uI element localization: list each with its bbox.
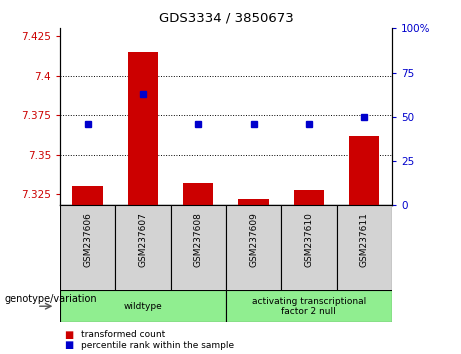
Text: GSM237606: GSM237606	[83, 212, 92, 267]
Bar	[226, 205, 281, 294]
Bar	[294, 189, 324, 205]
Text: GSM237608: GSM237608	[194, 212, 203, 267]
Bar	[281, 205, 337, 294]
Bar	[238, 199, 269, 205]
Text: ■: ■	[65, 340, 74, 350]
Bar	[60, 205, 115, 294]
Text: transformed count: transformed count	[81, 330, 165, 339]
Text: GSM237609: GSM237609	[249, 212, 258, 267]
Bar	[115, 205, 171, 294]
Text: genotype/variation: genotype/variation	[5, 294, 97, 304]
Text: wildtype: wildtype	[124, 302, 162, 311]
Bar	[226, 290, 392, 322]
Text: GSM237607: GSM237607	[138, 212, 148, 267]
Text: GSM237610: GSM237610	[304, 212, 313, 267]
Bar	[337, 205, 392, 294]
Bar	[128, 52, 158, 205]
Text: activating transcriptional
factor 2 null: activating transcriptional factor 2 null	[252, 297, 366, 316]
Bar	[60, 290, 226, 322]
Text: percentile rank within the sample: percentile rank within the sample	[81, 341, 234, 350]
Bar	[171, 205, 226, 294]
Text: ■: ■	[65, 330, 74, 339]
Bar	[349, 136, 379, 205]
Text: GSM237611: GSM237611	[360, 212, 369, 267]
Bar	[183, 183, 213, 205]
Bar	[72, 186, 103, 205]
Title: GDS3334 / 3850673: GDS3334 / 3850673	[159, 11, 293, 24]
